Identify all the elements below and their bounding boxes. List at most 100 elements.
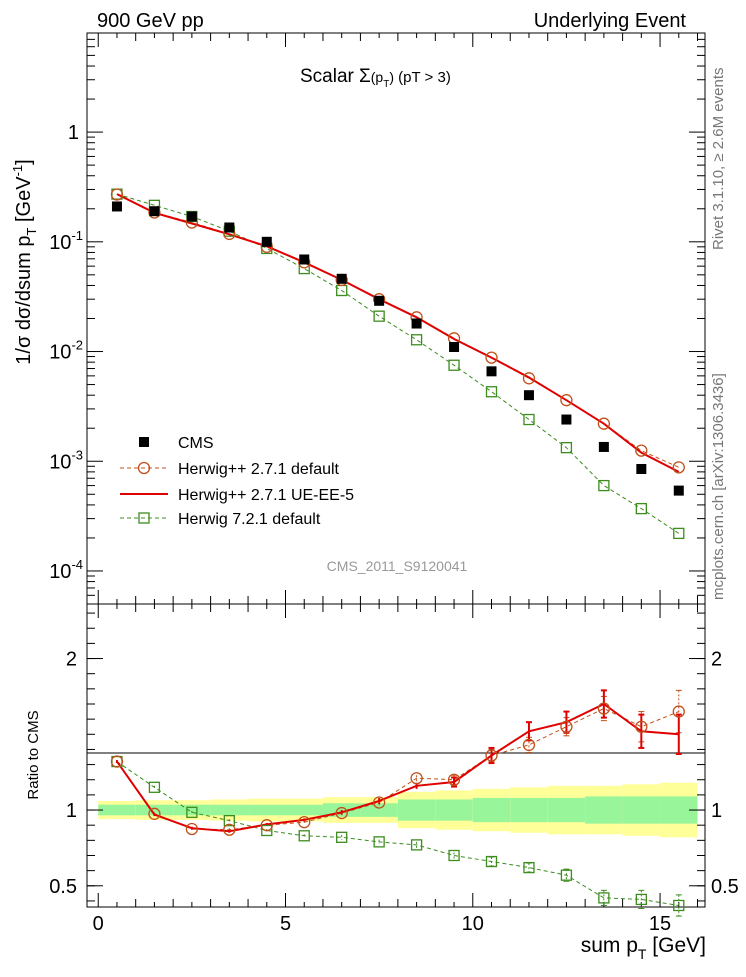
main-y-tick-label: 10-3 (49, 447, 83, 473)
herwig7-ratio-point (223, 814, 235, 827)
ratio-band-inner (622, 796, 661, 824)
herwig7-ratio-point (410, 839, 423, 851)
plot-title-formula: Σ(pT) (pT > 3) (359, 66, 451, 90)
herwig7-ratio-point (186, 806, 198, 818)
mcplots-label: mcplots.cern.ch [arXiv:1306.3436] (710, 373, 727, 600)
header-right: Underlying Event (534, 10, 687, 32)
legend-label: Herwig++ 2.7.1 default (178, 461, 340, 478)
ratio-band-inner (397, 799, 436, 821)
ratio-band-inner (360, 803, 398, 817)
ratio-band-inner (472, 797, 511, 823)
herwig7-ratio-point (373, 836, 385, 848)
herwig7-ratio-point (485, 855, 498, 868)
cms-data-point (261, 236, 272, 247)
ratio-y-tick-label-right: 0.5 (711, 876, 739, 898)
herwigpp-default-ratio-point (298, 816, 311, 829)
main-y-tick-label: 10-2 (49, 338, 83, 364)
ratio-band-inner (585, 796, 623, 824)
herwigpp-default-ratio-point (672, 705, 685, 718)
ratio-band-inner (210, 804, 249, 816)
herwigpp-default-ratio-point (185, 822, 199, 836)
herwig7-ratio-point (148, 781, 161, 793)
plot-title-word: Scalar (300, 66, 355, 87)
plot-title: Scalar Σ(pT) (pT > 3) (300, 66, 451, 90)
ratio-line-herwigpp-ueee5 (116, 702, 679, 833)
ratio-line-herwig7-default (116, 761, 679, 906)
cms-data-point (673, 485, 684, 496)
main-y-tick-label: 1 (68, 122, 79, 144)
legend-marker-herwigpp-default (137, 461, 151, 475)
herwigpp-default-ratio-point (148, 807, 161, 820)
x-axis-label: sum pT [GeV] (581, 934, 706, 962)
series-line-herwig7-default (116, 193, 680, 534)
cms-data-point (486, 366, 497, 377)
ratio-band-inner (510, 797, 548, 823)
herwigpp-default-ratio-point (522, 738, 536, 752)
herwig7-ratio-point (336, 831, 348, 843)
herwigpp-default-ratio-point (485, 749, 498, 762)
ratio-y-tick-label-right: 2 (711, 649, 722, 671)
ratio-band-inner (98, 804, 136, 816)
x-tick-label: 10 (462, 913, 484, 935)
herwigpp-default-ratio-point (372, 796, 386, 809)
cms-data-point (449, 341, 460, 352)
ratio-band-inner (248, 804, 286, 816)
cms-data-point (299, 254, 310, 265)
herwig7-default-point (373, 310, 385, 322)
herwig7-ratio-point (598, 892, 610, 904)
herwigpp-default-ratio-point (260, 819, 273, 832)
cms-data-point (374, 295, 385, 306)
cms-data-point (336, 273, 347, 284)
herwigpp-default-ratio-point (560, 720, 573, 733)
header-left: 900 GeV pp (97, 10, 204, 32)
legend-label: Herwig 7.2.1 default (178, 511, 321, 528)
legend-label: CMS (178, 435, 214, 452)
x-tick-label: 0 (93, 913, 104, 935)
herwig7-default-point (410, 334, 423, 346)
herwig7-default-point (635, 502, 647, 515)
main-y-tick-label: 10-1 (49, 228, 83, 254)
rivet-version-label: Rivet 3.1.10, ≥ 2.6M events (710, 68, 727, 251)
herwigpp-default-point (635, 444, 648, 457)
main-y-tick-label: 10-4 (49, 557, 83, 583)
cms-data-point (636, 463, 647, 474)
herwig7-ratio-point (635, 893, 647, 906)
herwig7-ratio-point (261, 824, 273, 837)
ratio-band-inner (435, 799, 473, 821)
herwigpp-default-ratio-point (447, 773, 461, 786)
ratio-band-inner (173, 804, 211, 816)
herwig7-default-point (673, 527, 685, 540)
cms-data-point (224, 222, 235, 233)
herwig7-ratio-point (673, 899, 685, 912)
herwigpp-default-ratio-point (410, 772, 423, 785)
ratio-series (110, 689, 685, 917)
herwigpp-default-ratio-point (597, 702, 611, 715)
ratio-axes: 2 2 1 1 0.5 0.5 0 5 10 15 (49, 604, 739, 935)
herwigpp-default-point (597, 417, 611, 430)
herwigpp-default-ratio-point (110, 755, 124, 768)
x-tick-label: 5 (280, 913, 291, 935)
herwigpp-default-point (485, 351, 498, 364)
ratio-uncertainty-bands (98, 782, 698, 838)
ratio-band-inner (285, 804, 323, 816)
legend: CMS Herwig++ 2.7.1 default Herwig++ 2.7.1 … (120, 435, 354, 528)
series-line-herwigpp-default (116, 194, 680, 468)
main-series (110, 188, 685, 540)
analysis-watermark: CMS_2011_S9120041 (327, 558, 468, 574)
herwigpp-default-ratio-point (335, 806, 348, 820)
herwig7-ratio-point (298, 830, 310, 842)
herwig7-default-point (523, 413, 535, 426)
herwigpp-default-point (522, 372, 536, 385)
herwig7-ratio-point (560, 869, 573, 881)
herwigpp-default-ratio-point (635, 720, 648, 733)
herwigpp-default-ratio-point (223, 823, 236, 836)
herwigpp-default-point (110, 188, 124, 201)
herwig7-default-point (298, 262, 310, 275)
ratio-y-tick-label: 2 (66, 649, 77, 671)
herwig7-default-point (598, 479, 610, 492)
cms-data-point (598, 441, 609, 452)
herwigpp-default-point (560, 394, 573, 407)
ratio-y-tick-label: 1 (66, 800, 77, 822)
ratio-y-axis-label: Ratio to CMS (25, 710, 42, 799)
